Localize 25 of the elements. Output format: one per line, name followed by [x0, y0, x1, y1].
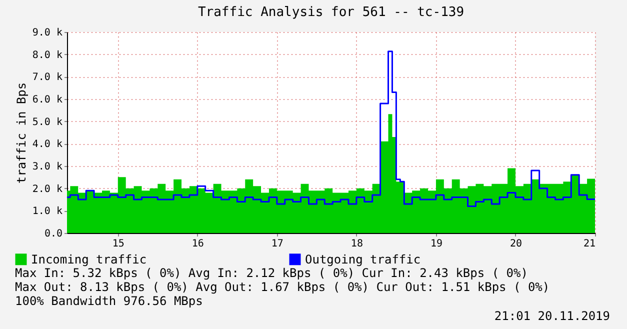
legend-label: Outgoing traffic — [305, 252, 421, 266]
text: Max In: 5.32 kBps ( 0%) Avg In: 2.12 kBps ( 0%) Cur In: 2.43 kBps ( 0%) — [15, 266, 528, 280]
legend-label: Incoming traffic — [31, 252, 147, 266]
x-tick-label: 15 — [112, 238, 124, 250]
y-tick-label: 7.0 k — [32, 72, 62, 84]
text: 21:01 20.11.2019 — [494, 309, 610, 323]
chart-title: Traffic Analysis for 561 -- tc-139 — [198, 5, 464, 20]
x-tick-label: 17 — [271, 238, 284, 250]
x-tick-label: 18 — [350, 238, 363, 250]
y-tick-label: 1.0 k — [32, 206, 62, 218]
y-axis-title: traffic in Bps — [14, 82, 28, 184]
text: 100% Bandwidth 976.56 MBps — [15, 294, 203, 308]
y-tick-label: 9.0 k — [32, 28, 62, 38]
x-tick-label: 19 — [430, 238, 442, 250]
x-tick-label: 16 — [192, 238, 204, 250]
y-tick-label: 3.0 k — [32, 162, 62, 172]
y-tick-label: 5.0 k — [32, 116, 62, 128]
y-tick-label: 4.0 k — [32, 139, 62, 150]
y-tick-label: 0.0 — [44, 228, 62, 240]
x-tick-label: 20 — [510, 238, 522, 250]
y-tick-label: 8.0 k — [32, 50, 62, 61]
y-tick-label: 6.0 k — [32, 94, 62, 106]
x-tick-label: 21 — [583, 238, 596, 250]
y-tick-label: 2.0 k — [32, 184, 62, 195]
text: Max Out: 8.13 kBps ( 0%) Avg Out: 1.67 kBps ( 0%) Cur Out: 1.51 kBps ( 0%) — [15, 280, 550, 294]
